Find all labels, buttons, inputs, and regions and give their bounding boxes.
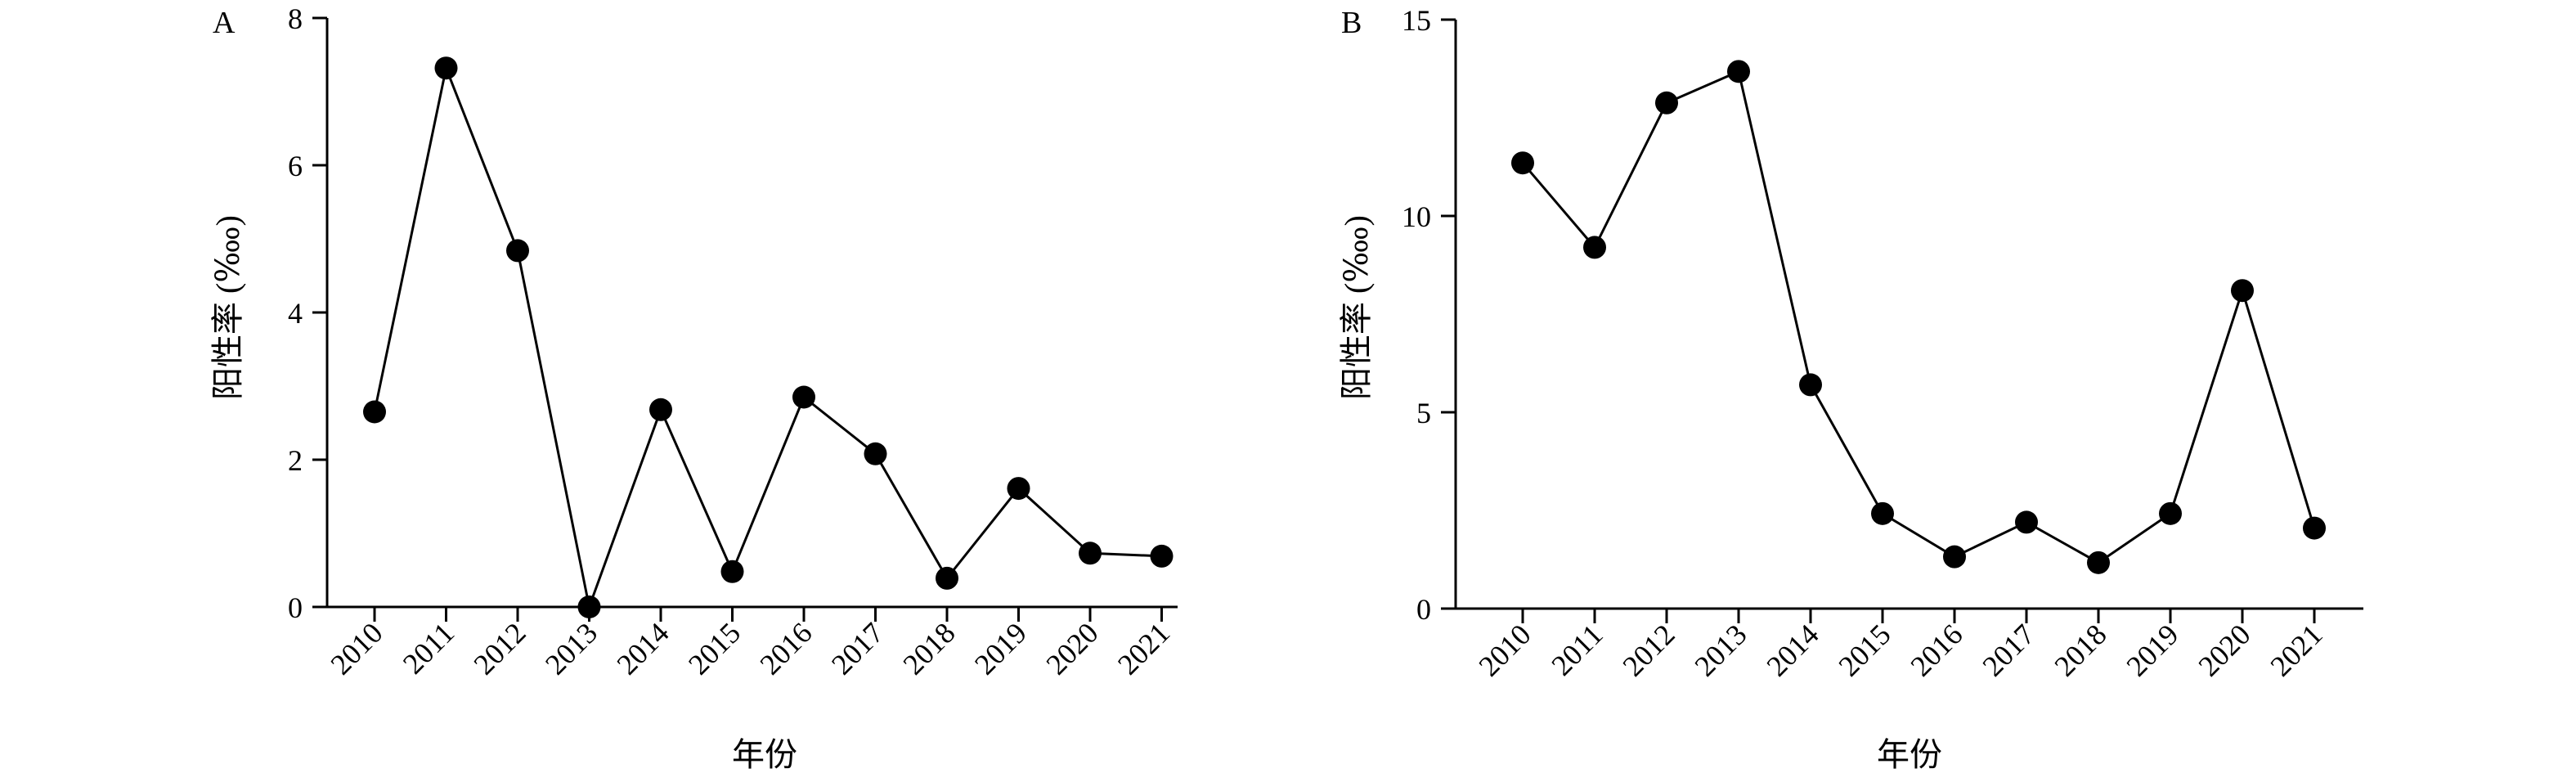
panel-a-axes (325, 18, 1178, 609)
panel-b-y-ticks: 0 5 10 15 (1402, 4, 1456, 626)
panel-b-x-tick-label: 2021 (2264, 618, 2328, 682)
panel-b-data-point (1799, 373, 1822, 397)
panel-a-x-tick-label: 2016 (753, 616, 818, 681)
panel-b-data-point (1511, 151, 1534, 175)
panel-b-data-point (1871, 501, 1894, 525)
panel-a-x-tick-label: 2021 (1111, 616, 1176, 681)
panel-a-y-tick-label: 4 (288, 297, 303, 330)
panel-b-data-point (2087, 551, 2110, 574)
panel-a-x-tick-label: 2015 (682, 616, 747, 681)
panel-a-x-tick-label: 2014 (610, 616, 675, 681)
panel-a-points (363, 56, 1174, 618)
panel-a-x-tick-label: 2018 (896, 616, 961, 681)
panel-b-y-tick-label: 10 (1402, 200, 1431, 233)
panel-a-data-point (506, 239, 529, 263)
panel-a-data-point (649, 398, 672, 421)
panel-a-x-tick-label: 2013 (539, 616, 604, 681)
panel-b-x-tick-label: 2011 (1545, 618, 1609, 681)
panel-b-x-tick-label: 2017 (1976, 618, 2040, 682)
panel-b-series-line (1521, 70, 2316, 564)
panel-b-x-tick-label: 2018 (2048, 618, 2112, 682)
panel-a-x-tick-label: 2017 (825, 616, 890, 681)
panel-b-axes (1454, 20, 2363, 610)
panel-a-x-tick-label: 2010 (324, 616, 388, 681)
panel-a-x-tick-label: 2011 (397, 616, 460, 680)
panel-a: A 0 2 4 6 8 2010 2011 2012 2013 2014 2015 2016 2017… (209, 2, 1178, 773)
panel-a-x-tick-label: 2019 (968, 616, 1033, 681)
panel-a-data-point (720, 560, 744, 583)
panel-a-data-point (936, 566, 958, 590)
panel-b-series-line-path (1521, 70, 2316, 564)
panel-b-data-point (2015, 510, 2038, 534)
panel-b-x-tick-label: 2013 (1688, 618, 1752, 682)
panel-b-y-tick-label: 15 (1402, 4, 1431, 37)
panel-b-data-point (2231, 279, 2254, 303)
panel-b-data-point (1727, 60, 1750, 83)
panel-a-x-ticks: 2010 2011 2012 2013 2014 2015 2016 2017 2018 2019… (324, 607, 1176, 681)
panel-b-data-point (1655, 91, 1678, 115)
panel-a-y-tick-label: 6 (288, 150, 303, 182)
panel-a-data-point (1007, 477, 1030, 501)
panel-a-y-ticks: 0 2 4 6 8 (288, 2, 327, 624)
panel-a-x-tick-label: 2020 (1039, 616, 1104, 681)
panel-a-y-tick-label: 0 (288, 591, 303, 624)
panel-b-x-axis-title: 年份 (1877, 736, 1942, 773)
panel-a-data-point (1079, 542, 1102, 565)
panel-b-x-tick-label: 2019 (2120, 618, 2184, 682)
panel-b-data-point (1583, 236, 1606, 259)
panel-b-data-point (1943, 545, 1966, 569)
panel-b-x-tick-label: 2010 (1472, 618, 1537, 682)
panel-a-data-point (577, 595, 601, 618)
panel-b-x-tick-label: 2016 (1904, 618, 1968, 682)
panel-a-x-tick-label: 2012 (467, 616, 532, 681)
panel-b-points (1511, 60, 2326, 574)
panel-a-x-axis-title: 年份 (732, 736, 797, 773)
panel-b-y-tick-label: 5 (1416, 397, 1431, 429)
panel-a-series-line-path (373, 63, 1162, 612)
panel-b-x-tick-label: 2020 (2192, 618, 2256, 682)
panel-b-data-point (2303, 516, 2326, 540)
panel-b-y-tick-label: 0 (1416, 593, 1431, 626)
panel-b-x-tick-label: 2014 (1760, 618, 1824, 682)
panel-b-x-ticks: 2010 2011 2012 2013 2014 2015 2016 2017 2018 2019… (1472, 609, 2329, 683)
panel-a-data-point (864, 442, 887, 465)
panel-b-x-tick-label: 2012 (1616, 618, 1681, 682)
panel-a-letter: A (213, 6, 236, 40)
panel-b-y-axis-title: 阳性率 (‱) (1338, 215, 1375, 400)
panel-a-y-tick-label: 8 (288, 2, 303, 35)
panel-b-x-tick-label: 2015 (1832, 618, 1896, 682)
panel-b-data-point (2159, 501, 2182, 525)
panel-a-data-point (792, 385, 815, 409)
panel-a-data-point (1150, 544, 1174, 568)
panel-a-series-line (373, 63, 1162, 612)
panel-a-data-point (363, 400, 386, 424)
panel-a-data-point (434, 56, 458, 80)
panel-a-y-tick-label: 2 (288, 444, 303, 477)
panel-b-letter: B (1341, 6, 1362, 40)
panel-a-y-axis-title: 阳性率 (‱) (209, 215, 246, 400)
